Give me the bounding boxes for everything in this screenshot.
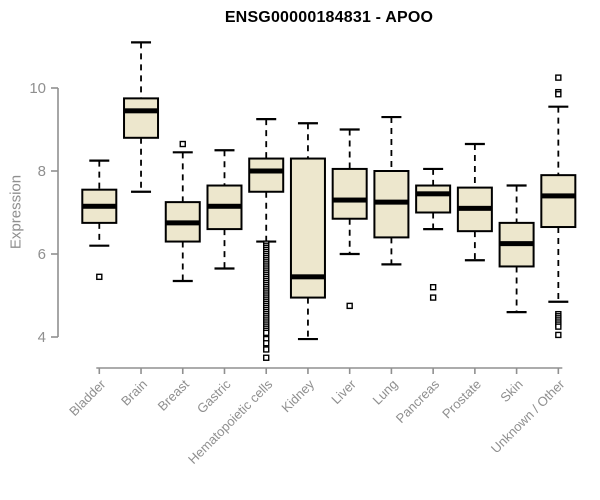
- outlier-point: [429, 294, 437, 301]
- x-category-label: Liver: [328, 376, 359, 407]
- outlier-point: [346, 302, 353, 310]
- median-line: [499, 241, 534, 247]
- iqr-box: [415, 184, 452, 214]
- outlier-point: [263, 354, 270, 361]
- median-line: [541, 193, 576, 199]
- boxplot-bladder: [81, 159, 118, 281]
- y-tick-label: 6: [38, 246, 46, 263]
- boxplot-lung: [373, 115, 410, 266]
- y-axis: 4 6 8 10: [29, 80, 59, 346]
- x-category-label: Bladder: [66, 376, 109, 419]
- x-category-label: Prostate: [439, 377, 484, 422]
- outlier-point: [263, 340, 270, 347]
- median-line: [457, 205, 492, 211]
- boxplot-hematopoietic-cells: [248, 118, 285, 361]
- iqr-box: [248, 157, 285, 193]
- outlier-point: [555, 74, 562, 81]
- median-line: [374, 199, 409, 205]
- median-line: [249, 168, 284, 174]
- boxplot-pancreas: [415, 167, 452, 301]
- x-category-label: Kidney: [278, 376, 317, 415]
- x-category-label: Gastric: [194, 376, 234, 416]
- chart-title: ENSG00000184831 - APOO: [224, 9, 434, 26]
- median-line: [290, 274, 325, 280]
- boxplot-prostate: [456, 142, 493, 262]
- outlier-point: [555, 323, 562, 330]
- outlier-point: [263, 346, 270, 353]
- y-tick-label: 8: [38, 163, 46, 180]
- median-line: [165, 220, 200, 226]
- outlier-point: [96, 273, 103, 281]
- y-tick-label: 10: [29, 80, 46, 97]
- x-category-label: Skin: [497, 377, 525, 405]
- iqr-box: [331, 167, 368, 220]
- x-category-label: Brain: [118, 377, 150, 409]
- median-line: [332, 197, 367, 203]
- median-line: [207, 203, 242, 209]
- median-line: [124, 108, 159, 114]
- y-tick-label: 4: [38, 329, 46, 346]
- iqr-box: [540, 174, 577, 229]
- median-line: [416, 191, 451, 197]
- x-category-label: Unknown / Other: [488, 376, 568, 456]
- x-category-label: Lung: [369, 377, 400, 408]
- boxplot-liver: [331, 128, 368, 310]
- boxplot-skin: [498, 184, 535, 314]
- boxplot-gastric: [206, 149, 243, 270]
- boxplot-unknown-other: [540, 74, 577, 339]
- boxplot-kidney: [289, 122, 326, 341]
- outlier-point: [555, 331, 562, 339]
- x-category-label: Pancreas: [393, 376, 443, 426]
- iqr-box: [123, 97, 160, 139]
- outlier-point: [555, 91, 562, 98]
- outlier-point: [429, 284, 437, 291]
- median-line: [82, 203, 117, 209]
- boxplot-brain: [123, 41, 160, 193]
- outlier-point: [179, 140, 186, 148]
- x-category-label: Breast: [155, 376, 192, 413]
- boxplot-breast: [164, 140, 201, 283]
- outlier-point: [263, 329, 270, 337]
